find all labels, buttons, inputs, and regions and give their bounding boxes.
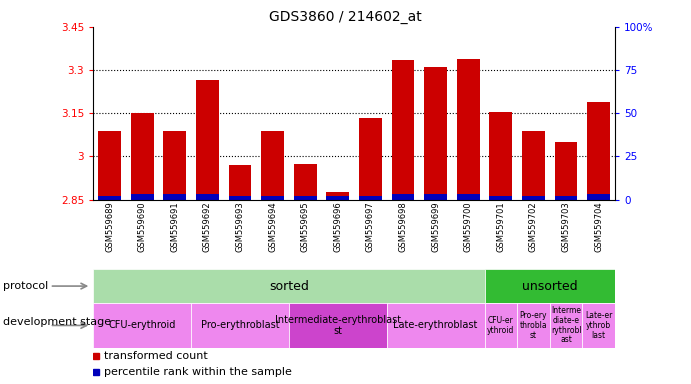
Bar <box>359 118 382 200</box>
Text: development stage: development stage <box>3 316 111 327</box>
Bar <box>387 303 484 348</box>
Bar <box>93 303 191 348</box>
Bar <box>587 195 610 200</box>
Text: CFU-erythroid: CFU-erythroid <box>108 320 176 331</box>
Bar <box>98 131 121 200</box>
Bar <box>191 303 289 348</box>
Bar <box>131 113 153 200</box>
Bar <box>555 196 578 200</box>
Text: sorted: sorted <box>269 280 309 293</box>
Bar <box>93 269 484 303</box>
Bar <box>484 303 517 348</box>
Bar <box>294 164 316 200</box>
Text: Interme
diate-e
rythrobl
ast: Interme diate-e rythrobl ast <box>551 306 581 344</box>
Text: Late-erythroblast: Late-erythroblast <box>393 320 478 331</box>
Bar <box>489 196 512 200</box>
Bar <box>326 192 349 200</box>
Bar <box>326 196 349 200</box>
Text: CFU-er
ythroid: CFU-er ythroid <box>487 316 515 335</box>
Bar <box>163 195 186 200</box>
Bar <box>294 196 316 200</box>
Bar <box>522 196 545 200</box>
Bar <box>517 303 550 348</box>
Bar <box>457 195 480 200</box>
Bar <box>583 303 615 348</box>
Text: GDS3860 / 214602_at: GDS3860 / 214602_at <box>269 10 422 23</box>
Bar <box>550 303 583 348</box>
Bar <box>261 196 284 200</box>
Bar <box>392 60 415 200</box>
Bar <box>196 80 219 200</box>
Bar <box>392 195 415 200</box>
Text: Intermediate-erythroblast
st: Intermediate-erythroblast st <box>275 314 401 336</box>
Text: Pro-erythroblast: Pro-erythroblast <box>200 320 279 331</box>
Bar <box>555 142 578 200</box>
Text: transformed count: transformed count <box>104 351 207 361</box>
Text: Late-er
ythrob
last: Late-er ythrob last <box>585 311 612 339</box>
Bar <box>98 196 121 200</box>
Bar <box>229 196 252 200</box>
Bar <box>261 131 284 200</box>
Bar <box>229 165 252 200</box>
Bar <box>131 195 153 200</box>
Bar <box>359 196 382 200</box>
Bar <box>424 67 447 200</box>
Bar <box>289 303 387 348</box>
Text: unsorted: unsorted <box>522 280 578 293</box>
Bar <box>457 59 480 200</box>
Text: percentile rank within the sample: percentile rank within the sample <box>104 367 292 377</box>
Bar <box>522 131 545 200</box>
Text: protocol: protocol <box>3 281 48 291</box>
Bar <box>163 131 186 200</box>
Text: Pro-ery
throbla
st: Pro-ery throbla st <box>520 311 547 339</box>
Bar <box>196 195 219 200</box>
Bar <box>587 102 610 200</box>
Bar <box>489 112 512 200</box>
Bar <box>424 195 447 200</box>
Bar <box>484 269 615 303</box>
